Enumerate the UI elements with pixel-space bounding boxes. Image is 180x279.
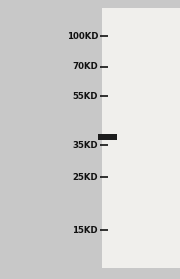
Bar bbox=[98, 134, 117, 140]
Text: 100KD: 100KD bbox=[67, 32, 98, 41]
Text: 70KD: 70KD bbox=[72, 62, 98, 71]
Text: 15KD: 15KD bbox=[73, 226, 98, 235]
Text: 25KD: 25KD bbox=[73, 173, 98, 182]
Text: 55KD: 55KD bbox=[73, 92, 98, 101]
Text: 35KD: 35KD bbox=[73, 141, 98, 150]
Bar bbox=[102, 8, 180, 268]
